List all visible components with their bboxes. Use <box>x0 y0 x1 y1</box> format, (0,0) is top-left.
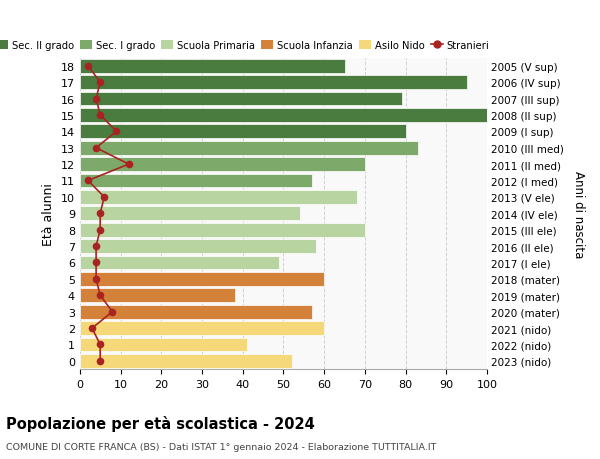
Bar <box>80 207 300 221</box>
Text: COMUNE DI CORTE FRANCA (BS) - Dati ISTAT 1° gennaio 2024 - Elaborazione TUTTITAL: COMUNE DI CORTE FRANCA (BS) - Dati ISTAT… <box>6 442 436 451</box>
Bar <box>80 60 344 73</box>
Bar <box>80 76 467 90</box>
Y-axis label: Anni di nascita: Anni di nascita <box>572 170 585 257</box>
Bar <box>80 125 406 139</box>
Bar <box>80 223 365 237</box>
Legend: Sec. II grado, Sec. I grado, Scuola Primaria, Scuola Infanzia, Asilo Nido, Stran: Sec. II grado, Sec. I grado, Scuola Prim… <box>0 37 494 55</box>
Bar <box>80 158 365 172</box>
Bar <box>80 272 324 286</box>
Text: Popolazione per età scolastica - 2024: Popolazione per età scolastica - 2024 <box>6 415 315 431</box>
Bar <box>80 92 401 106</box>
Bar <box>80 240 316 253</box>
Bar <box>80 190 357 204</box>
Bar <box>80 109 487 123</box>
Bar <box>80 321 324 336</box>
Bar <box>80 256 280 270</box>
Bar <box>80 338 247 352</box>
Y-axis label: Età alunni: Età alunni <box>42 183 55 245</box>
Bar <box>80 174 312 188</box>
Bar <box>80 305 312 319</box>
Bar <box>80 354 292 368</box>
Bar <box>80 141 418 155</box>
Bar <box>80 289 235 302</box>
